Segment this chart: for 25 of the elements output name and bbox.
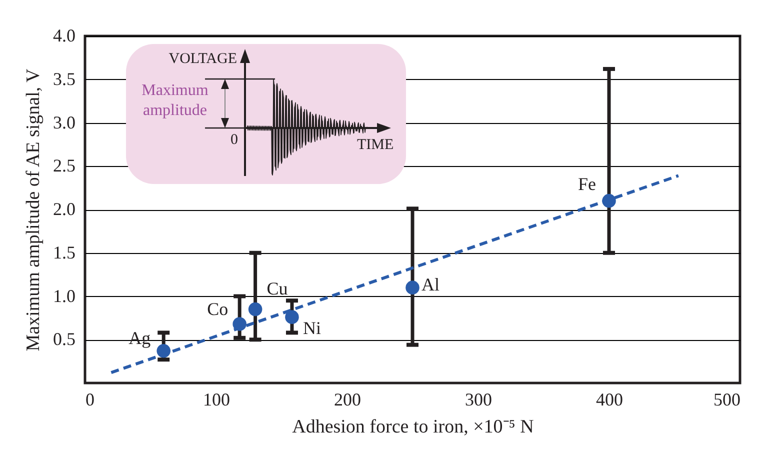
annotation: VOLTAGE bbox=[168, 51, 237, 67]
y-axis-title: Maximum amplitude of AE signal, V bbox=[23, 68, 44, 352]
y-tick-label: 3.0 bbox=[53, 112, 76, 132]
x-tick-label: 100 bbox=[203, 390, 230, 410]
y-tick-label: 3.5 bbox=[53, 68, 76, 89]
annotation: Co bbox=[207, 299, 228, 320]
annotation: Cu bbox=[266, 278, 288, 298]
x-tick-label: 0 bbox=[86, 390, 94, 410]
y-tick-label: 2.0 bbox=[53, 199, 76, 219]
annotation: Fe bbox=[578, 174, 596, 194]
y-tick-label: 2.5 bbox=[53, 156, 76, 176]
y-tick-label: 0.5 bbox=[53, 329, 76, 350]
y-tick-label: 4.0 bbox=[53, 26, 76, 46]
annotation: Maximum amplitude bbox=[142, 82, 209, 119]
x-tick-label: 400 bbox=[596, 390, 623, 410]
x-axis-title: Adhesion force to iron, ×10⁻⁵ N bbox=[292, 416, 534, 438]
x-tick-label: 300 bbox=[465, 390, 492, 410]
annotation: Ni bbox=[302, 318, 321, 338]
annotation: Al bbox=[422, 274, 440, 295]
annotation: TIME bbox=[357, 137, 394, 153]
annotation: 0 bbox=[230, 132, 238, 148]
x-tick-label: 200 bbox=[334, 390, 361, 410]
y-tick-label: 1.0 bbox=[53, 286, 76, 306]
y-tick-label: 1.5 bbox=[53, 242, 76, 262]
x-tick-label: 500 bbox=[714, 390, 740, 410]
